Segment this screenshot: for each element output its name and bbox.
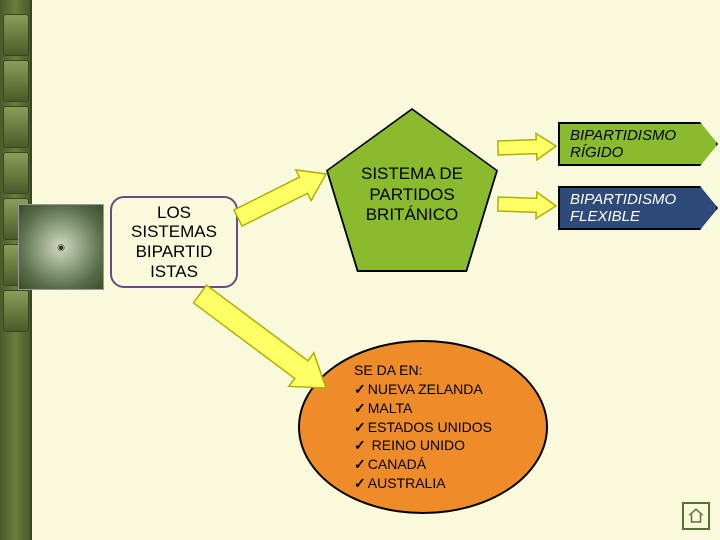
pentagon-label: SISTEMA DE PARTIDOS BRITÁNICO bbox=[342, 164, 482, 225]
tag-flexible: BIPARTIDISMO FLEXIBLE bbox=[558, 186, 718, 230]
examples-content: SE DA EN: NUEVA ZELANDA MALTA ESTADOS UN… bbox=[354, 361, 492, 493]
example-item: CANADÁ bbox=[354, 455, 492, 474]
sidebar-block bbox=[3, 152, 29, 194]
tag-flexible-label: BIPARTIDISMO FLEXIBLE bbox=[570, 191, 702, 225]
sidebar-block bbox=[3, 290, 29, 332]
tag-rigido: BIPARTIDISMO RÍGIDO bbox=[558, 122, 718, 166]
example-item: NUEVA ZELANDA bbox=[354, 380, 492, 399]
main-topic-box: LOS SISTEMAS BIPARTID ISTAS bbox=[110, 196, 238, 288]
sidebar-block bbox=[3, 60, 29, 102]
example-item: AUSTRALIA bbox=[354, 474, 492, 493]
example-item: REINO UNIDO bbox=[354, 436, 492, 455]
pentagon-node: SISTEMA DE PARTIDOS BRITÁNICO bbox=[326, 108, 498, 272]
example-item: MALTA bbox=[354, 399, 492, 418]
seal-image: ◉ bbox=[18, 204, 104, 290]
main-topic-label: LOS SISTEMAS BIPARTID ISTAS bbox=[112, 203, 236, 281]
home-icon[interactable] bbox=[682, 502, 710, 530]
sidebar-block bbox=[3, 106, 29, 148]
example-item: ESTADOS UNIDOS bbox=[354, 418, 492, 437]
sidebar-block bbox=[3, 14, 29, 56]
examples-header: SE DA EN: bbox=[354, 361, 492, 380]
tag-rigido-label: BIPARTIDISMO RÍGIDO bbox=[570, 127, 702, 161]
examples-ellipse: SE DA EN: NUEVA ZELANDA MALTA ESTADOS UN… bbox=[298, 340, 548, 514]
